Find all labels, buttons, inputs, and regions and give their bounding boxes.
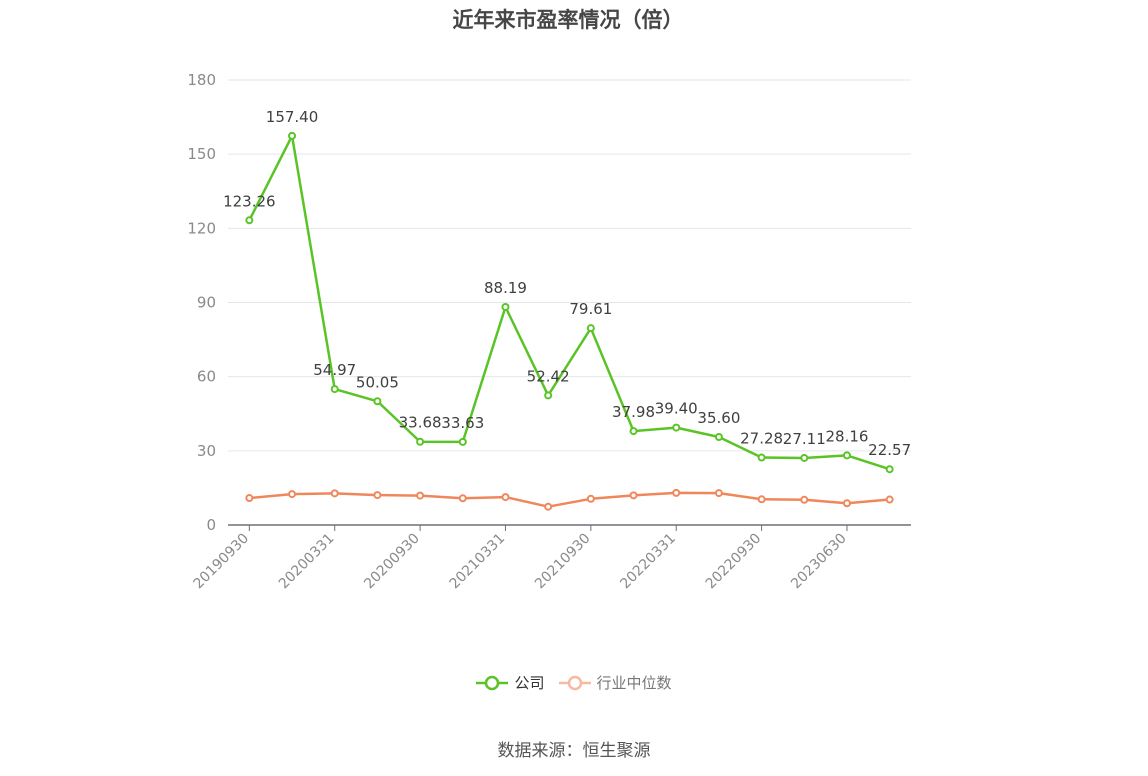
x-tick-label: 20220331	[617, 531, 679, 593]
data-label: 123.26	[223, 192, 276, 210]
data-label: 33.68	[399, 414, 442, 432]
data-label: 157.40	[266, 108, 319, 126]
data-label: 37.98	[612, 403, 655, 421]
data-point	[885, 495, 894, 504]
data-label: 54.97	[313, 361, 356, 379]
data-point	[288, 490, 297, 499]
data-label: 27.11	[783, 430, 826, 448]
data-label: 39.40	[655, 400, 698, 418]
data-label: 52.42	[527, 367, 570, 385]
grid	[228, 79, 911, 452]
data-point	[245, 494, 254, 503]
series-layer	[245, 131, 894, 511]
data-point	[330, 385, 339, 394]
data-point	[800, 495, 809, 504]
data-label: 33.63	[441, 414, 484, 432]
data-point	[629, 427, 638, 436]
y-tick-label: 60	[197, 368, 216, 386]
series-line-0	[248, 134, 891, 471]
x-tick-label: 20230630	[788, 531, 850, 593]
data-point	[885, 465, 894, 474]
y-tick-label: 90	[197, 294, 216, 312]
data-point	[245, 216, 254, 225]
data-point	[842, 499, 851, 508]
data-point	[586, 324, 595, 333]
data-point	[373, 397, 382, 406]
x-tick-label: 20210930	[532, 531, 594, 593]
x-tick-label: 20190930	[190, 531, 252, 593]
data-label: 79.61	[569, 300, 612, 318]
data-point	[842, 451, 851, 460]
data-label: 88.19	[484, 279, 527, 297]
legend-item-industry-median[interactable]: 行业中位数	[558, 672, 672, 693]
data-point	[416, 491, 425, 500]
axes: 0 30 60 90 120 150 180 20190930 20200331 20200930…	[187, 71, 911, 592]
data-point	[586, 494, 595, 503]
data-label: 27.28	[740, 430, 783, 448]
x-tick-label: 20220930	[703, 531, 765, 593]
data-point	[757, 453, 766, 462]
data-point	[330, 489, 339, 498]
data-point	[544, 502, 553, 511]
legend-industry-marker-icon	[558, 675, 591, 690]
y-tick-label: 30	[197, 442, 216, 460]
data-point	[672, 488, 681, 497]
legend-company-marker-icon	[476, 675, 509, 690]
data-point	[672, 423, 681, 432]
y-tick-label: 0	[206, 516, 216, 534]
x-tick-label: 20200930	[361, 531, 423, 593]
x-tick-label: 20200331	[276, 531, 338, 593]
data-label: 28.16	[825, 427, 868, 445]
legend: 公司 行业中位数	[0, 672, 1148, 693]
line-chart: 0 30 60 90 120 150 180 20190930 20200331 20200930…	[187, 71, 911, 592]
data-label: 35.60	[697, 409, 740, 427]
legend-label-company: 公司	[514, 674, 545, 692]
data-point	[544, 391, 553, 400]
data-point	[629, 491, 638, 500]
data-point	[714, 489, 723, 498]
chart-title: 近年来市盈率情况（倍）	[452, 8, 684, 32]
data-point	[288, 131, 297, 140]
data-source: 数据来源：恒生聚源	[497, 741, 651, 761]
x-tick-label: 20210331	[447, 531, 509, 593]
data-label: 22.57	[868, 441, 911, 459]
data-point	[416, 437, 425, 446]
y-tick-label: 180	[187, 71, 216, 89]
y-tick-label: 120	[187, 219, 216, 237]
data-point	[458, 494, 467, 503]
legend-label-industry-median: 行业中位数	[596, 674, 672, 692]
legend-item-company[interactable]: 公司	[476, 672, 545, 693]
data-point	[501, 493, 510, 502]
data-point	[501, 302, 510, 311]
data-point	[458, 437, 467, 446]
y-tick-label: 150	[187, 145, 216, 163]
data-point	[757, 495, 766, 504]
series-line-1	[249, 491, 890, 508]
data-point	[373, 491, 382, 500]
data-point	[714, 432, 723, 441]
data-point	[800, 453, 809, 462]
data-label: 50.05	[356, 373, 399, 391]
